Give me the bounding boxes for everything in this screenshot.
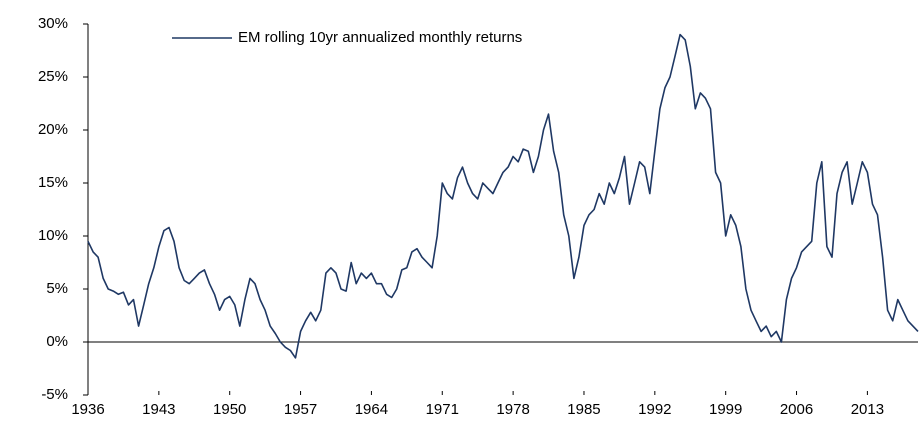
- series-line: [87, 33, 919, 359]
- y-tick-label: 20%: [38, 121, 68, 138]
- x-tick-label: 1943: [142, 401, 175, 418]
- x-tick-label: 1999: [709, 401, 742, 418]
- x-tick-label: 1957: [284, 401, 317, 418]
- x-tick-label: 1971: [426, 401, 459, 418]
- y-tick-label: -5%: [41, 386, 68, 403]
- y-tick-label: 30%: [38, 15, 68, 32]
- x-tick-label: 1964: [355, 401, 388, 418]
- y-tick-label: 25%: [38, 68, 68, 85]
- x-tick-label: 1985: [567, 401, 600, 418]
- x-tick-label: 1950: [213, 401, 246, 418]
- y-tick-label: 10%: [38, 227, 68, 244]
- y-tick-label: 15%: [38, 174, 68, 191]
- x-tick-label: 1978: [496, 401, 529, 418]
- x-tick-label: 1936: [71, 401, 104, 418]
- x-tick-label: 2013: [851, 401, 884, 418]
- y-tick-label: 5%: [46, 280, 68, 297]
- legend-label: EM rolling 10yr annualized monthly retur…: [238, 29, 522, 46]
- x-tick-label: 2006: [780, 401, 813, 418]
- y-tick-label: 0%: [46, 333, 68, 350]
- x-tick-label: 1992: [638, 401, 671, 418]
